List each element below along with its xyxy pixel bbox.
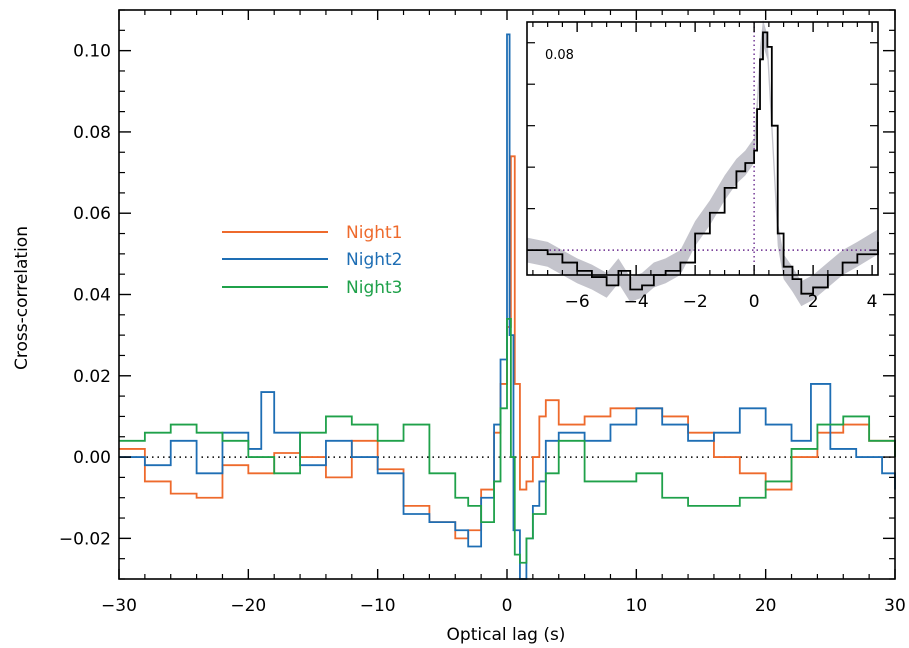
series-line-night1 <box>119 155 896 540</box>
x-axis-title: Optical lag (s) <box>447 625 566 645</box>
legend-label-night3: Night3 <box>346 278 403 298</box>
inset-series-line <box>527 31 879 295</box>
y-tick-label: 0.08 <box>73 123 111 143</box>
inset-ticks <box>527 22 878 275</box>
y-tick-label: 0.06 <box>73 204 111 224</box>
x-tick-label: 20 <box>755 596 777 616</box>
series-line-night3 <box>119 317 896 564</box>
inset-annotation: 0.08 <box>545 48 574 63</box>
x-tick-label: 10 <box>626 596 648 616</box>
legend: Night1 Night2 Night3 <box>222 223 403 298</box>
main-series-group <box>119 33 896 580</box>
legend-label-night2: Night2 <box>346 250 403 270</box>
x-tick-label: −10 <box>360 596 396 616</box>
x-tick-label: 30 <box>884 596 906 616</box>
y-tick-label: 0.04 <box>73 286 111 306</box>
inset-x-tick-label: −6 <box>565 292 590 312</box>
main-y-tick-labels: −0.02 0.00 0.02 0.04 0.06 0.08 0.10 <box>59 42 111 550</box>
inset-x-tick-label: −2 <box>683 292 708 312</box>
y-axis-title: Cross-correlation <box>12 226 32 370</box>
inset-background <box>527 22 878 275</box>
x-tick-label: 0 <box>502 596 513 616</box>
inset-x-tick-labels: −6 −4 −2 0 2 4 <box>565 292 878 312</box>
main-x-tick-labels: −30 −20 −10 0 10 20 30 <box>101 596 906 616</box>
inset-x-tick-label: 2 <box>808 292 819 312</box>
series-line-night2 <box>119 33 896 580</box>
y-tick-label: −0.02 <box>59 529 111 549</box>
y-tick-label: 0.00 <box>73 448 111 468</box>
inset-x-tick-label: 4 <box>867 292 878 312</box>
inset-plot-frame <box>526 21 879 276</box>
x-tick-label: −30 <box>101 596 137 616</box>
inset-x-tick-label: 0 <box>749 292 760 312</box>
legend-label-night1: Night1 <box>346 223 403 243</box>
inset-series-group <box>527 31 879 295</box>
main-plot: −30 −20 −10 0 10 20 30 −0.020.000.020.040.060.… <box>12 9 906 645</box>
main-ticks <box>118 9 896 580</box>
y-tick-label: 0.02 <box>73 367 111 387</box>
inset-x-tick-label: −4 <box>624 292 649 312</box>
x-tick-label: −20 <box>230 596 266 616</box>
y-tick-label: 0.10 <box>73 42 111 62</box>
inset-plot: −6 −4 −2 0 2 4 0.08 <box>526 19 879 312</box>
